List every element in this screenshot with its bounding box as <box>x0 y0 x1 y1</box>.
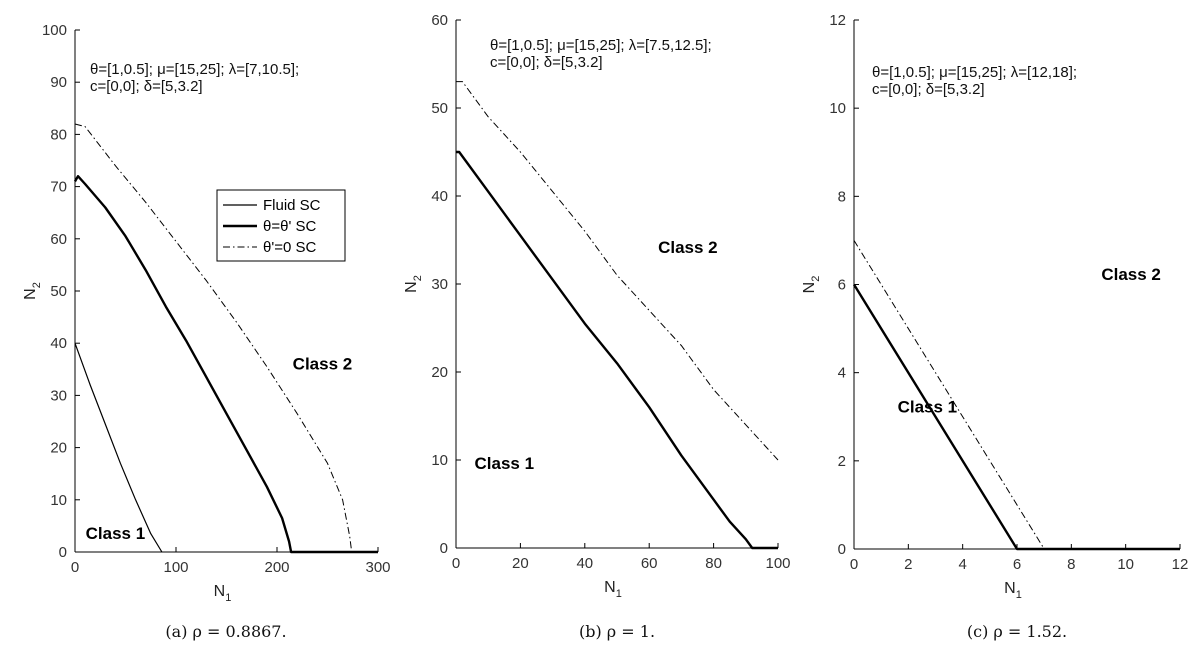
y-tick-label: 60 <box>431 12 448 29</box>
legend: Fluid SC θ=θ' SC θ'=0 SC <box>216 189 346 262</box>
x-axis-title-subscript: 1 <box>616 588 622 600</box>
y-tick-label: 8 <box>838 188 846 205</box>
series-line-dashdot <box>456 81 779 461</box>
x-tick-label: 200 <box>264 559 289 576</box>
x-axis-title-subscript: 1 <box>225 592 231 604</box>
y-tick-label: 90 <box>50 74 67 91</box>
series-line-dashdot <box>853 240 1180 550</box>
x-tick-label: 80 <box>705 555 722 572</box>
y-axis-title: N2 <box>801 276 822 294</box>
x-axis-title: N1 <box>1004 580 1022 601</box>
legend-box <box>216 189 346 262</box>
y-axis-title-subscript: 2 <box>31 282 43 288</box>
y-tick-label: 30 <box>431 276 448 293</box>
y-tick-label: 10 <box>50 492 67 509</box>
x-axis-title: N1 <box>604 579 622 600</box>
parameter-annotation: c=[0,0]; δ=[5,3.2] <box>872 81 985 98</box>
y-tick-label: 50 <box>50 283 67 300</box>
y-tick-label: 2 <box>838 453 846 470</box>
y-axis-title: N2 <box>22 282 43 300</box>
y-axis-title-subscript: 2 <box>412 275 424 281</box>
y-tick-label: 20 <box>431 364 448 381</box>
y-tick-label: 10 <box>829 100 846 117</box>
y-tick-label: 30 <box>50 387 67 404</box>
parameter-annotation: θ=[1,0.5]; μ=[15,25]; λ=[12,18]; <box>872 64 1077 81</box>
parameter-annotation: c=[0,0]; δ=[5,3.2] <box>90 78 203 95</box>
region-label: Class 1 <box>475 454 535 473</box>
x-tick-label: 0 <box>850 556 858 573</box>
figure-caption: (c) ρ = 1.52. <box>967 622 1067 641</box>
figure-caption: (a) ρ = 0.8867. <box>165 622 286 641</box>
x-tick-label: 100 <box>765 555 790 572</box>
y-tick-label: 0 <box>59 544 67 561</box>
x-tick-label: 20 <box>512 555 529 572</box>
x-tick-label: 300 <box>365 559 390 576</box>
series-line-solid-thin <box>74 342 163 553</box>
y-tick-label: 70 <box>50 179 67 196</box>
x-tick-label: 100 <box>163 559 188 576</box>
y-tick-label: 80 <box>50 126 67 143</box>
x-axis-title-subscript: 1 <box>1016 589 1022 601</box>
region-label: Class 2 <box>293 354 353 373</box>
region-label: Class 2 <box>658 238 718 257</box>
region-label: Class 2 <box>1101 265 1161 284</box>
y-tick-label: 100 <box>42 22 67 39</box>
y-tick-label: 40 <box>50 335 67 352</box>
region-label: Class 1 <box>898 397 958 416</box>
series-line-solid-thick <box>456 150 778 550</box>
legend-entry: Fluid SC <box>263 197 321 214</box>
y-axis-title: N2 <box>403 275 424 293</box>
legend-entry: θ'=0 SC <box>263 239 316 256</box>
y-tick-label: 10 <box>431 452 448 469</box>
region-label: Class 1 <box>86 524 146 543</box>
x-tick-label: 0 <box>452 555 460 572</box>
series-line-solid-thick <box>852 283 1180 551</box>
y-tick-label: 40 <box>431 188 448 205</box>
y-tick-label: 12 <box>829 12 846 29</box>
x-tick-label: 60 <box>641 555 658 572</box>
x-tick-label: 6 <box>1013 556 1021 573</box>
y-tick-label: 20 <box>50 440 67 457</box>
y-tick-label: 0 <box>838 541 846 558</box>
x-tick-label: 12 <box>1172 556 1189 573</box>
x-tick-label: 2 <box>904 556 912 573</box>
x-tick-label: 40 <box>576 555 593 572</box>
series-line-solid-thick <box>73 174 378 554</box>
y-tick-label: 60 <box>50 231 67 248</box>
legend-entry: θ=θ' SC <box>263 218 316 235</box>
x-tick-label: 10 <box>1117 556 1134 573</box>
parameter-annotation: θ=[1,0.5]; μ=[15,25]; λ=[7.5,12.5]; <box>490 37 712 54</box>
parameter-annotation: θ=[1,0.5]; μ=[15,25]; λ=[7,10.5]; <box>90 61 299 78</box>
x-tick-label: 0 <box>71 559 79 576</box>
x-tick-label: 8 <box>1067 556 1075 573</box>
y-tick-label: 50 <box>431 100 448 117</box>
y-tick-label: 6 <box>838 277 846 294</box>
series-line-dashdot <box>74 123 378 553</box>
x-tick-label: 4 <box>958 556 966 573</box>
x-axis-title: N1 <box>214 583 232 604</box>
y-tick-label: 0 <box>440 540 448 557</box>
y-tick-label: 4 <box>838 365 846 382</box>
chart-panel-b: 0 20 40 60 80 100 0 10 20 30 40 50 60 N1 N2 θ=[1,0.5]; … <box>403 12 791 641</box>
figure-caption: (b) ρ = 1. <box>579 622 655 641</box>
parameter-annotation: c=[0,0]; δ=[5,3.2] <box>490 54 603 71</box>
chart-panel-a: 0 100 200 300 0 10 20 30 40 50 60 70 80 90 100 N1 N2 θ=[1… <box>22 22 391 641</box>
y-axis-title-subscript: 2 <box>810 276 822 282</box>
